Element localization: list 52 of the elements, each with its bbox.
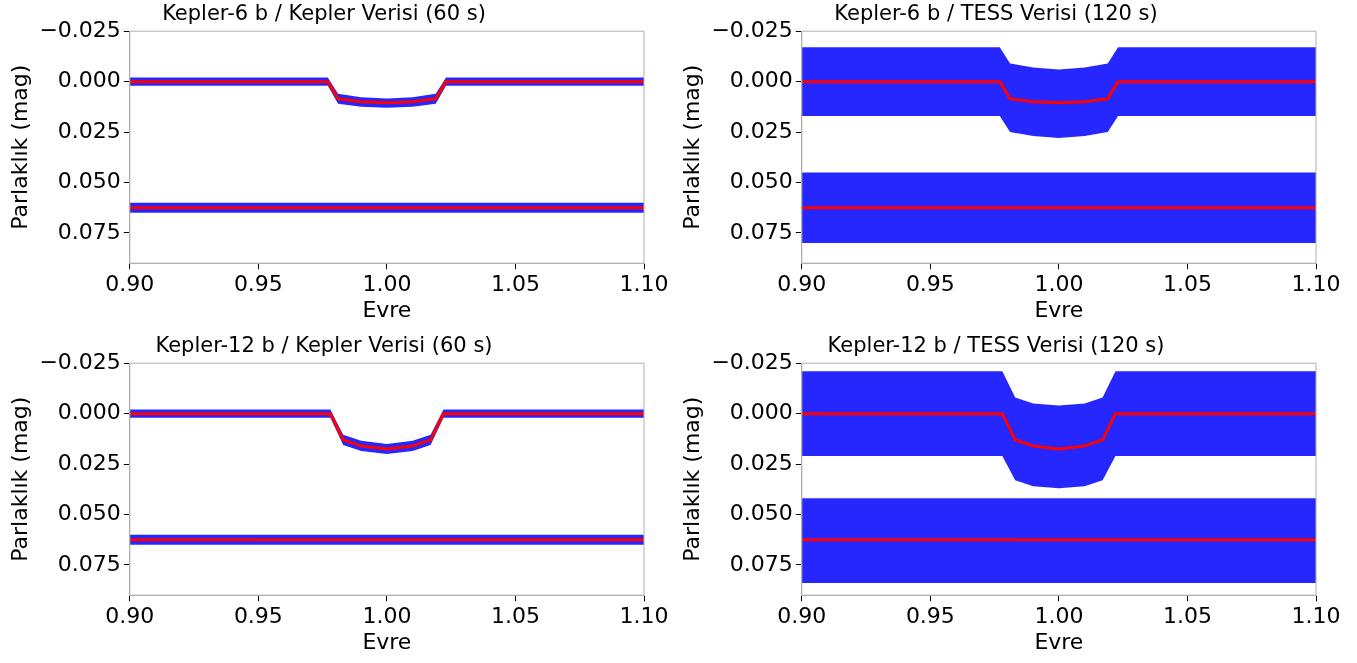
x-tick-label: 1.00 xyxy=(362,271,412,297)
x-tick-label: 0.95 xyxy=(905,271,955,297)
y-tick-label: 0.000 xyxy=(729,399,793,425)
chart-title: Kepler-12 b / Kepler Verisi (60 s) xyxy=(155,333,493,358)
x-tick-label: 1.05 xyxy=(490,603,540,629)
x-axis-title: Evre xyxy=(1034,628,1084,654)
y-tick-label: 0.000 xyxy=(57,399,121,425)
x-tick-label: 1.05 xyxy=(490,271,540,297)
x-tick-label: 0.95 xyxy=(233,271,283,297)
y-tick-label: 0.000 xyxy=(729,67,793,93)
x-tick-label: 1.10 xyxy=(1291,603,1341,629)
y-tick-label: 0.075 xyxy=(729,218,793,244)
x-tick-label: 1.05 xyxy=(1162,603,1212,629)
y-axis-title: Parlaklık (mag) xyxy=(6,396,32,562)
x-tick-label: 0.90 xyxy=(105,603,155,629)
y-tick-label: −0.025 xyxy=(39,348,121,374)
chart-title: Kepler-6 b / Kepler Verisi (60 s) xyxy=(162,1,486,26)
y-axis-title: Parlaklık (mag) xyxy=(678,64,704,230)
x-tick-label: 0.95 xyxy=(905,603,955,629)
x-tick-label: 1.00 xyxy=(1034,603,1084,629)
y-tick-label: −0.025 xyxy=(39,16,121,42)
x-axis-title: Evre xyxy=(362,296,412,322)
chart-title: Kepler-12 b / TESS Verisi (120 s) xyxy=(827,333,1165,358)
y-axis-title: Parlaklık (mag) xyxy=(6,64,32,230)
x-tick-label: 1.00 xyxy=(1034,271,1084,297)
chart-title: Kepler-6 b / TESS Verisi (120 s) xyxy=(834,1,1158,26)
x-tick-label: 0.90 xyxy=(777,271,827,297)
x-axis-title: Evre xyxy=(362,628,412,654)
y-tick-label: 0.050 xyxy=(57,168,121,194)
x-tick-label: 1.05 xyxy=(1162,271,1212,297)
y-tick-label: 0.050 xyxy=(729,168,793,194)
y-tick-label: 0.075 xyxy=(57,550,121,576)
y-tick-label: 0.025 xyxy=(729,449,793,475)
x-axis-title: Evre xyxy=(1034,296,1084,322)
x-tick-label: 1.00 xyxy=(362,603,412,629)
y-tick-label: 0.075 xyxy=(729,550,793,576)
y-tick-label: 0.050 xyxy=(57,500,121,526)
y-tick-label: 0.025 xyxy=(57,117,121,143)
y-axis-title: Parlaklık (mag) xyxy=(678,396,704,562)
y-tick-label: 0.050 xyxy=(729,500,793,526)
y-tick-label: −0.025 xyxy=(711,16,793,42)
y-tick-label: 0.025 xyxy=(729,117,793,143)
x-tick-label: 1.10 xyxy=(619,271,669,297)
x-tick-label: 1.10 xyxy=(1291,271,1341,297)
y-tick-label: 0.000 xyxy=(57,67,121,93)
y-tick-label: −0.025 xyxy=(711,348,793,374)
x-tick-label: 1.10 xyxy=(619,603,669,629)
x-tick-label: 0.90 xyxy=(777,603,827,629)
x-tick-label: 0.95 xyxy=(233,603,283,629)
y-tick-label: 0.075 xyxy=(57,218,121,244)
x-tick-label: 0.90 xyxy=(105,271,155,297)
y-tick-label: 0.025 xyxy=(57,449,121,475)
